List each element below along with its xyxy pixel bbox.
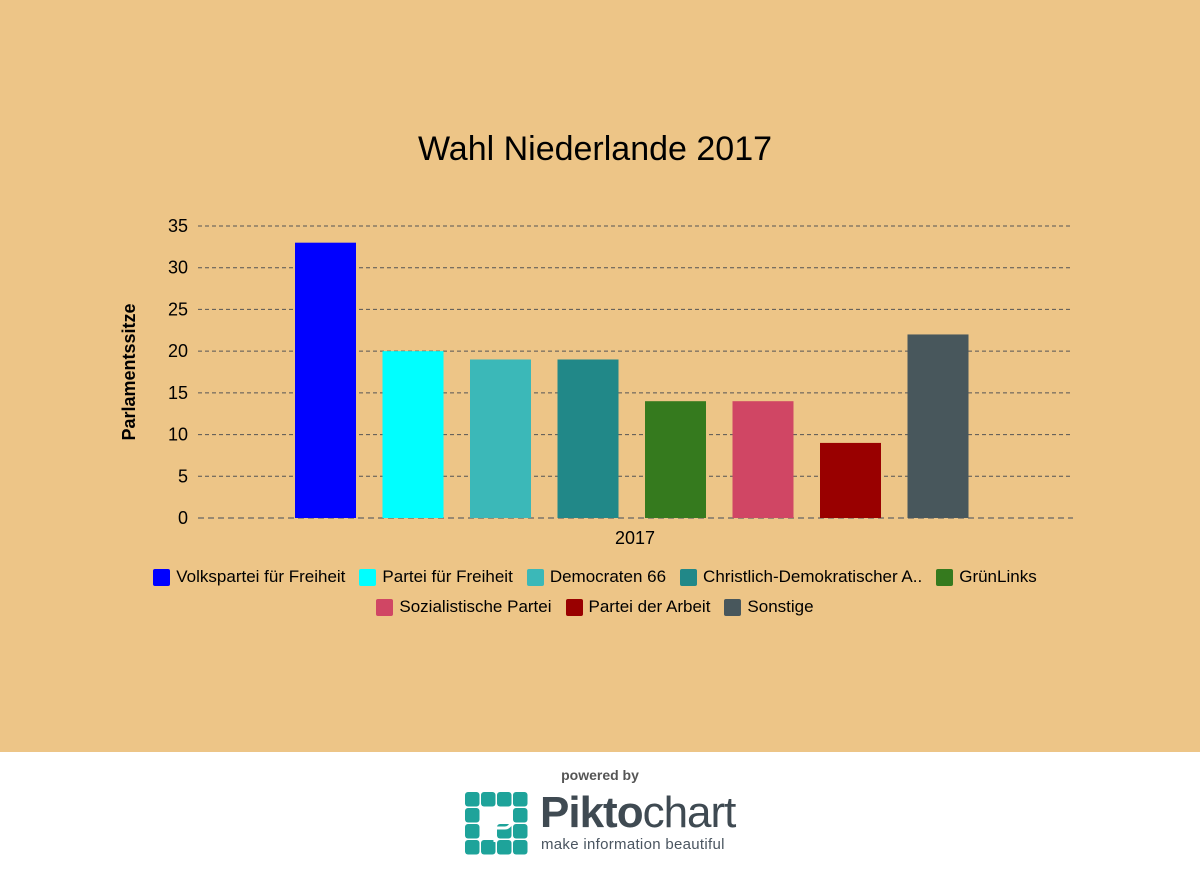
legend-swatch — [526, 568, 544, 586]
piktochart-logo-icon — [465, 792, 528, 855]
legend-label: Volkspartei für Freiheit — [176, 567, 346, 586]
y-axis-label: Parlamentssitze — [119, 303, 139, 440]
legend-label: Christlich-Demokratischer A.. — [703, 567, 923, 586]
logo-cell — [465, 824, 480, 839]
legend-item: Christlich-Demokratischer A.. — [680, 567, 922, 587]
x-tick-label: 2017 — [615, 528, 655, 548]
logo-cell — [513, 840, 528, 855]
legend-label: Sonstige — [747, 597, 814, 616]
legend-swatch — [565, 598, 583, 616]
brand-name: Piktochart — [540, 788, 737, 838]
logo-cell — [465, 840, 480, 855]
logo-cell — [513, 824, 528, 839]
brand-name-bold: Pikto — [540, 788, 644, 837]
legend-item: Sozialistische Partei — [376, 597, 552, 617]
logo-cell — [497, 840, 512, 855]
logo-cell — [481, 840, 496, 855]
y-tick-label: 30 — [168, 258, 188, 278]
chart-title: Wahl Niederlande 2017 — [417, 130, 773, 168]
legend-row-2: Sozialistische Partei Partei der Arbeit So… — [0, 592, 1190, 622]
y-tick-label: 0 — [178, 508, 188, 528]
logo-cell — [497, 792, 512, 807]
y-tick-label: 15 — [168, 383, 188, 403]
y-tick-label: 20 — [168, 341, 188, 361]
legend-item: Volkspartei für Freiheit — [153, 567, 345, 587]
legend-item: Partei für Freiheit — [359, 567, 513, 587]
bar — [645, 401, 706, 518]
legend: Volkspartei für Freiheit Partei für Freih… — [0, 562, 1190, 622]
logo-cell — [513, 808, 528, 823]
legend-item: Sonstige — [724, 597, 814, 617]
legend-item: Partei der Arbeit — [565, 597, 711, 617]
logo-cell — [465, 808, 480, 823]
legend-label: Partei für Freiheit — [382, 567, 513, 586]
bar — [470, 359, 531, 518]
y-tick-label: 35 — [168, 216, 188, 236]
legend-swatch — [153, 568, 171, 586]
logo-cell — [513, 792, 528, 807]
chart-panel: Wahl Niederlande 2017 0 5 10 15 20 25 30 35 Parl… — [0, 0, 1200, 752]
bar — [295, 242, 356, 518]
y-tick-label: 25 — [168, 299, 188, 319]
bar — [907, 334, 969, 518]
legend-swatch — [359, 568, 377, 586]
bar — [557, 359, 619, 518]
bar-chart: 0 5 10 15 20 25 30 35 Parlamentssitze 2017 — [119, 216, 1073, 548]
brand-name-light: chart — [642, 788, 737, 837]
bar — [820, 442, 881, 518]
legend-label: Democraten 66 — [549, 567, 667, 586]
logo-cell — [465, 792, 480, 807]
legend-swatch — [936, 568, 954, 586]
powered-by-label: powered by — [561, 767, 639, 783]
y-tick-label: 5 — [178, 466, 188, 486]
legend-swatch — [680, 568, 698, 586]
legend-label: Partei der Arbeit — [588, 597, 711, 616]
brand-tagline: make information beautiful — [541, 836, 725, 853]
legend-label: GrünLinks — [959, 567, 1037, 586]
y-tick-label: 10 — [168, 425, 188, 445]
legend-item: GrünLinks — [936, 567, 1037, 587]
legend-swatch — [724, 598, 742, 616]
legend-swatch — [376, 598, 394, 616]
logo-cell — [481, 792, 496, 807]
footer: powered by Piktochart make information b… — [0, 752, 1200, 872]
bar — [382, 351, 444, 518]
legend-row-1: Volkspartei für Freiheit Partei für Freih… — [0, 562, 1190, 592]
legend-item: Democraten 66 — [526, 567, 667, 587]
logo-p-stroke — [483, 808, 513, 842]
legend-label: Sozialistische Partei — [399, 597, 552, 616]
bar — [732, 401, 794, 518]
